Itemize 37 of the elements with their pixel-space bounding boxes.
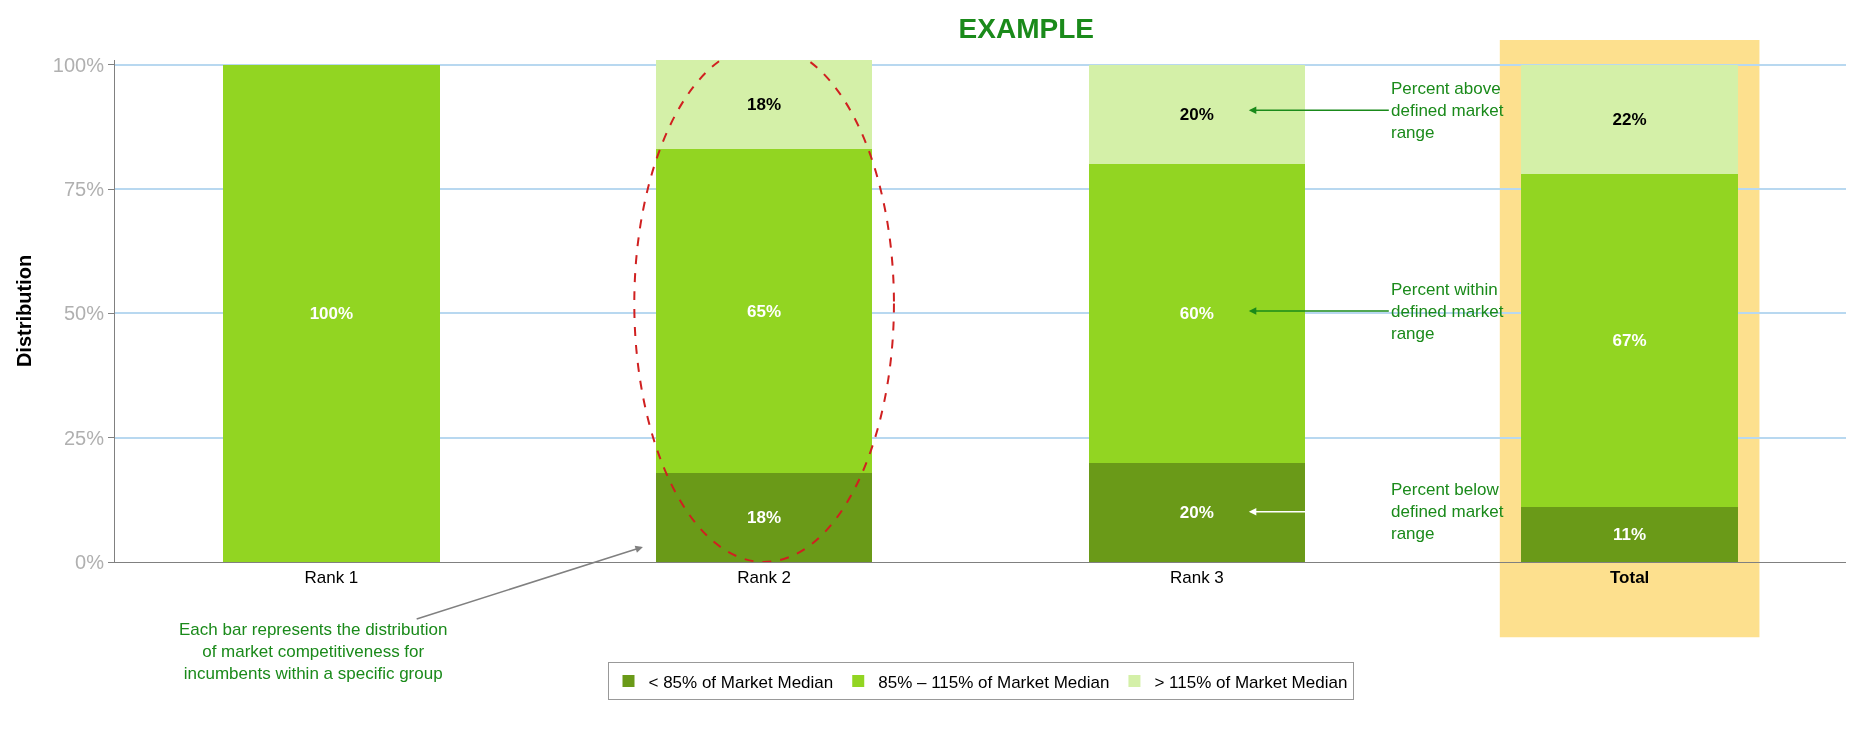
y-axis-title: Distribution xyxy=(13,254,36,368)
x-tick-label: Rank 2 xyxy=(737,568,792,588)
bar xyxy=(1088,462,1306,562)
text: Each bar represents the distribution of market competitiveness for incumbents within a specific group xyxy=(179,620,448,684)
x-tick-label: Rank 1 xyxy=(304,568,359,588)
bar xyxy=(655,149,873,473)
data-label: 20% xyxy=(1179,105,1214,125)
data-label: 100% xyxy=(309,303,354,323)
x-tick-label: Total xyxy=(1609,568,1650,588)
bar xyxy=(1088,164,1306,463)
y-tick-label: 50% xyxy=(63,302,105,325)
x-tick-label: Rank 3 xyxy=(1169,568,1224,588)
annotation: Percent within defined market range xyxy=(1391,280,1504,344)
data-label: 22% xyxy=(1612,110,1647,130)
legend-label: > 115% of Market Median xyxy=(1154,672,1348,692)
y-tick-label: 75% xyxy=(63,178,105,201)
bar xyxy=(1521,507,1738,562)
bar xyxy=(655,60,873,150)
data-label: 11% xyxy=(1613,525,1647,545)
bar xyxy=(223,64,440,562)
data-label: 20% xyxy=(1179,502,1214,522)
y-tick-label: 100% xyxy=(52,53,105,76)
y-tick-label: 25% xyxy=(63,426,105,449)
legend-label: 85% – 115% of Market Median xyxy=(878,672,1110,692)
data-label: 67% xyxy=(1612,331,1647,351)
data-label: 65% xyxy=(747,301,782,321)
y-tick-label: 0% xyxy=(75,551,105,573)
data-label: 60% xyxy=(1179,303,1214,323)
bar xyxy=(1521,64,1738,175)
annotation: Percent below defined market range xyxy=(1391,480,1504,544)
data-label: 18% xyxy=(747,507,782,527)
bar xyxy=(655,472,873,562)
annotation: Percent above defined market range xyxy=(1391,79,1504,143)
bar xyxy=(1088,64,1306,165)
data-label: 18% xyxy=(747,95,782,115)
legend-label: < 85% of Market Median xyxy=(648,672,834,692)
chart-title: EXAMPLE xyxy=(958,12,1094,44)
